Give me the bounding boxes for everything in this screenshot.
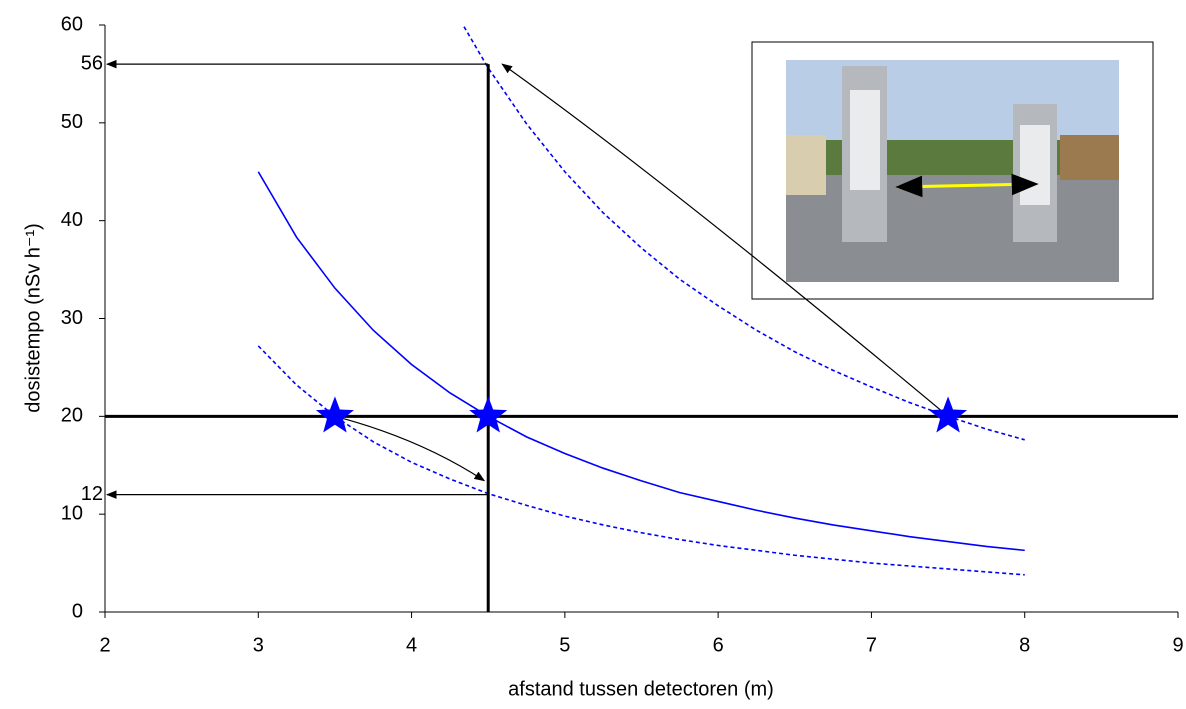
x-tick-label: 4 bbox=[406, 634, 417, 656]
star-marker bbox=[469, 396, 508, 433]
x-tick-label: 7 bbox=[866, 634, 877, 656]
curved-arrow bbox=[334, 415, 486, 482]
annotation-label: 56 bbox=[81, 52, 103, 74]
y-tick-label: 60 bbox=[61, 13, 83, 35]
x-tick-label: 3 bbox=[253, 634, 264, 656]
star-marker bbox=[315, 396, 354, 433]
y-tick-label: 30 bbox=[61, 307, 83, 329]
y-tick-label: 0 bbox=[72, 600, 83, 622]
star-marker bbox=[929, 396, 968, 433]
curved-arrow bbox=[501, 63, 949, 417]
y-tick-label: 20 bbox=[61, 405, 83, 427]
inset-photo bbox=[751, 41, 1154, 300]
x-axis-title: afstand tussen detectoren (m) bbox=[508, 678, 774, 700]
x-tick-label: 2 bbox=[99, 634, 110, 656]
x-tick-label: 9 bbox=[1172, 634, 1183, 656]
x-tick-label: 5 bbox=[559, 634, 570, 656]
y-tick-label: 50 bbox=[61, 111, 83, 133]
y-tick-label: 40 bbox=[61, 209, 83, 231]
y-axis-title: dosistempo (nSv h⁻¹) bbox=[22, 223, 44, 413]
curve bbox=[462, 25, 1025, 441]
curve bbox=[257, 171, 1025, 552]
x-tick-label: 6 bbox=[713, 634, 724, 656]
annotation-label: 12 bbox=[81, 483, 103, 505]
plot-area bbox=[257, 25, 1025, 576]
curve bbox=[257, 345, 1025, 576]
x-tick-label: 8 bbox=[1019, 634, 1030, 656]
y-tick-label: 10 bbox=[61, 502, 83, 524]
